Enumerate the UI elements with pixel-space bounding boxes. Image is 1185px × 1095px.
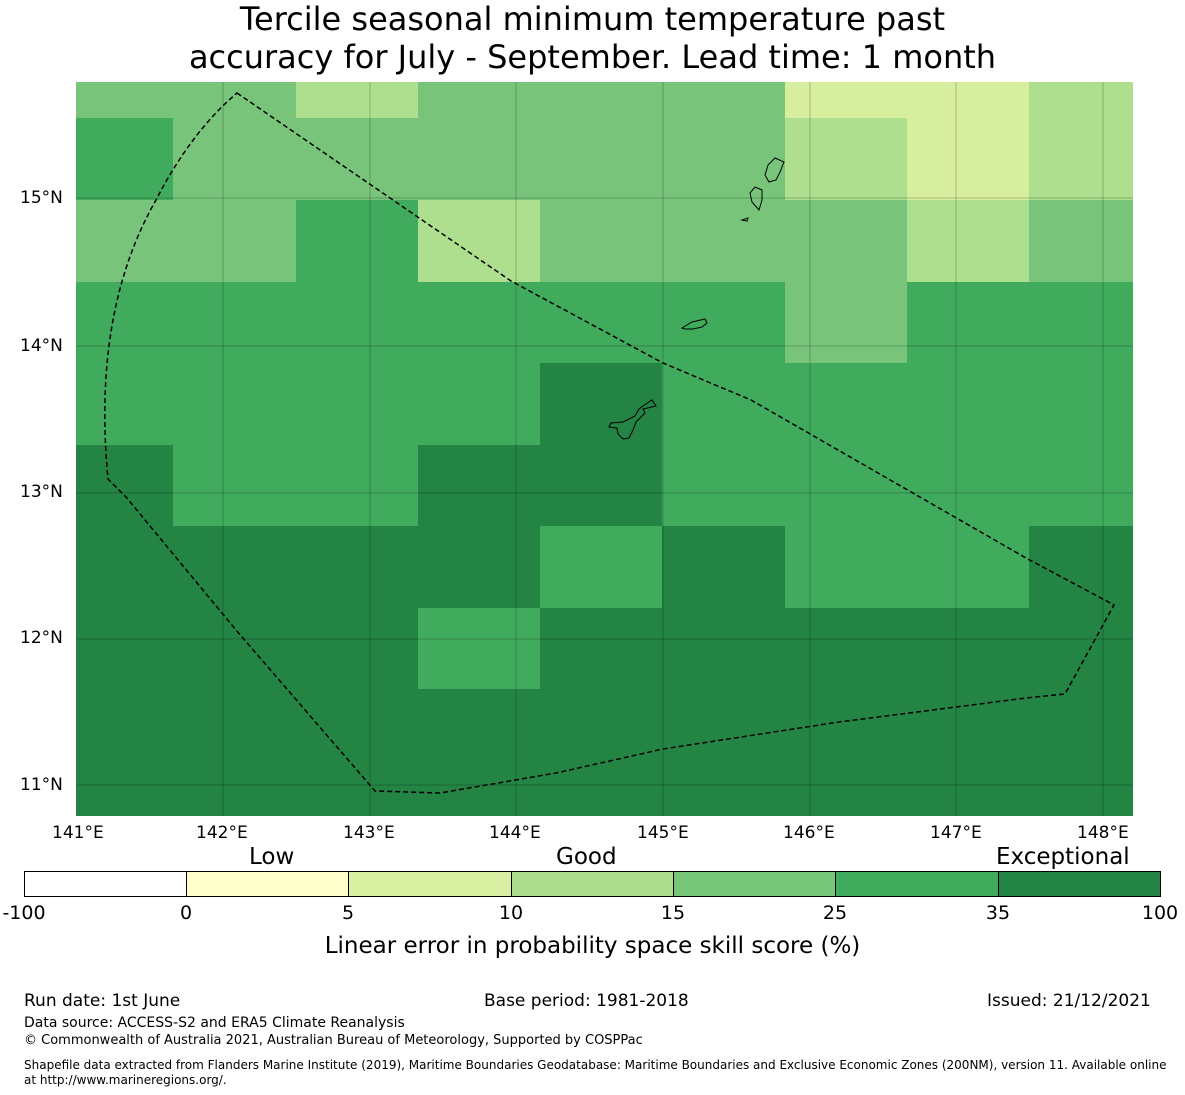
grid-cell xyxy=(76,82,296,118)
grid-cell xyxy=(662,445,1133,526)
grid-cell xyxy=(76,363,540,445)
colorbar-segment xyxy=(674,872,836,896)
lon-tick-148e: 148°E xyxy=(1077,823,1129,843)
colorbar-tick: 35 xyxy=(985,902,1011,924)
grid-cell xyxy=(76,608,418,689)
lon-tick-144e: 144°E xyxy=(489,823,541,843)
colorbar-tick: 100 xyxy=(1141,902,1179,924)
grid-cell xyxy=(1029,82,1133,118)
lat-tick-15n: 15°N xyxy=(20,188,63,208)
grid-cell xyxy=(785,82,1029,118)
grid-cell xyxy=(785,282,907,363)
grid-cell xyxy=(662,363,1133,445)
copyright: © Commonwealth of Australia 2021, Austra… xyxy=(24,1033,643,1048)
grid-cell xyxy=(785,526,1029,608)
grid-cell xyxy=(76,200,296,282)
colorbar-segment xyxy=(187,872,349,896)
shapefile-credit-2: at http://www.marineregions.org/. xyxy=(24,1073,227,1087)
legend-category-good: Good xyxy=(556,844,617,870)
grid-cell xyxy=(173,118,785,200)
grid-cell xyxy=(1029,118,1133,200)
grid-cell xyxy=(76,445,173,526)
colorbar-segment xyxy=(999,872,1160,896)
grid-cell xyxy=(907,200,1029,282)
grid-cell xyxy=(1029,200,1133,282)
title-line-1: Tercile seasonal minimum temperature pas… xyxy=(239,0,946,38)
lon-tick-143e: 143°E xyxy=(343,823,395,843)
colorbar-segment xyxy=(25,872,187,896)
grid-cell xyxy=(785,118,907,200)
data-source: Data source: ACCESS-S2 and ERA5 Climate … xyxy=(24,1015,405,1031)
colorbar-tick: -100 xyxy=(2,902,46,924)
run-date: Run date: 1st June xyxy=(24,991,181,1011)
colorbar-tick: 5 xyxy=(341,902,355,924)
grid-cell xyxy=(540,200,907,282)
island-saipan xyxy=(764,157,785,183)
colorbar-tick: 10 xyxy=(498,902,524,924)
shapefile-credit-1: Shapefile data extracted from Flanders M… xyxy=(24,1058,1167,1072)
grid-cell xyxy=(907,118,1029,200)
legend-category-exceptional: Exceptional xyxy=(996,844,1130,870)
grid-cell xyxy=(296,200,418,282)
grid-cell xyxy=(76,282,785,363)
map-panel[interactable] xyxy=(76,82,1133,816)
lat-tick-14n: 14°N xyxy=(20,336,63,356)
chart-title: Tercile seasonal minimum temperature pas… xyxy=(0,0,1185,76)
colorbar-tick: 25 xyxy=(822,902,848,924)
legend-category-low: Low xyxy=(249,844,295,870)
colorbar xyxy=(24,871,1161,897)
island-aguijan xyxy=(740,217,749,222)
lon-tick-146e: 146°E xyxy=(783,823,835,843)
eez-boundary xyxy=(104,92,1116,794)
grid-cell xyxy=(662,526,785,608)
grid-cell xyxy=(540,526,662,608)
lon-tick-147e: 147°E xyxy=(930,823,982,843)
grid-cell xyxy=(418,608,540,689)
base-period: Base period: 1981-2018 xyxy=(484,991,689,1011)
grid-cell xyxy=(76,118,173,200)
grid-cell xyxy=(296,82,418,118)
grid-cell xyxy=(76,689,1133,816)
lat-tick-13n: 13°N xyxy=(20,482,63,502)
colorbar-segment xyxy=(836,872,999,896)
grid-cell xyxy=(173,445,418,526)
issued-date: Issued: 21/12/2021 xyxy=(987,991,1151,1011)
grid-cell xyxy=(540,608,1133,689)
grid-cell xyxy=(540,363,662,445)
lon-tick-142e: 142°E xyxy=(196,823,248,843)
title-line-2: accuracy for July - September. Lead time… xyxy=(188,38,997,76)
colorbar-segment xyxy=(512,872,674,896)
map-svg xyxy=(76,82,1133,816)
colorbar-tick: 0 xyxy=(179,902,193,924)
island-rota xyxy=(680,318,708,330)
grid-cell xyxy=(418,200,540,282)
grid-cell xyxy=(76,526,540,608)
grid-cell xyxy=(418,445,662,526)
grid-cell xyxy=(418,82,785,118)
lat-tick-11n: 11°N xyxy=(20,775,63,795)
graticule xyxy=(76,82,1133,816)
colorbar-segment xyxy=(349,872,512,896)
grid-cell xyxy=(907,282,1133,363)
colorbar-title: Linear error in probability space skill … xyxy=(324,933,861,959)
grid-cell xyxy=(1029,526,1133,608)
island-guam xyxy=(608,399,657,440)
lat-tick-12n: 12°N xyxy=(20,628,63,648)
island-tinian xyxy=(749,186,763,212)
lon-tick-141e: 141°E xyxy=(52,823,104,843)
colorbar-tick: 15 xyxy=(660,902,686,924)
lon-tick-145e: 145°E xyxy=(637,823,689,843)
